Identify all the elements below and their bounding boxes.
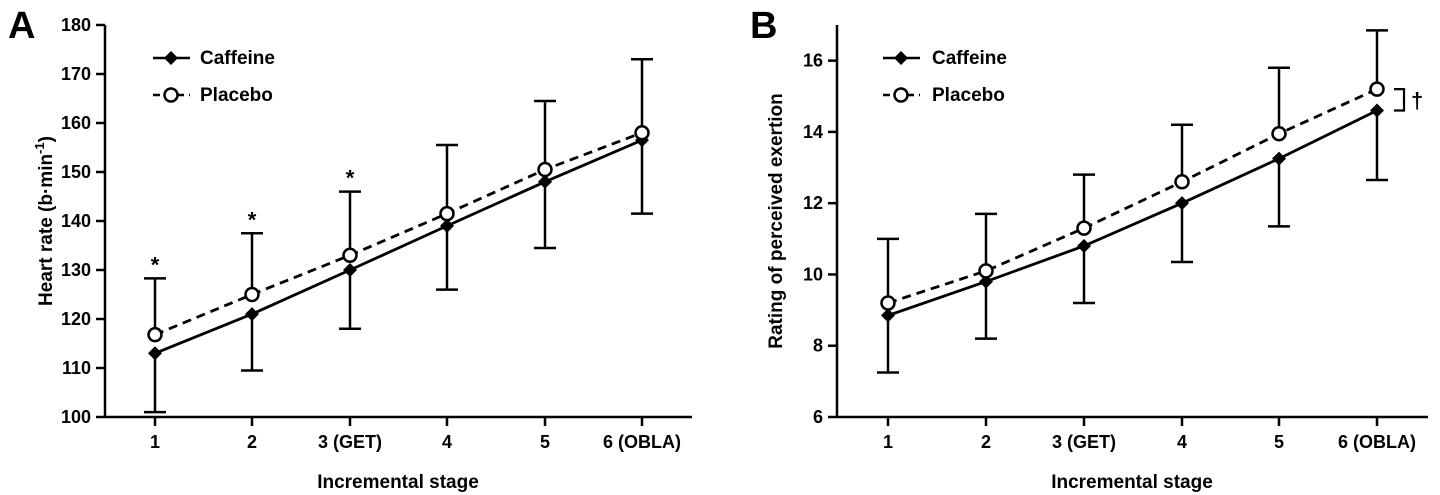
significance-asterisk: * [346, 166, 355, 191]
y-tick-label: 130 [61, 260, 91, 280]
legend-diamond-marker [164, 51, 178, 65]
x-tick-label: 2 [247, 432, 257, 452]
panel-b-error-bars [877, 29, 1388, 374]
panel-a-error-bars [144, 58, 653, 414]
x-tick-label: 3 (GET) [1052, 432, 1116, 452]
panel-b-y-label: Rating of perceived exertion [766, 93, 787, 349]
panel-b-y-ticks: 6 8 10 12 14 16 [803, 51, 837, 427]
panel-a-heart-rate: A 100 110 120 130 140 150 160 170 180 1 2 3 (GET) 4… [8, 5, 692, 493]
panel-b-legend: Caffeine Placebo [883, 48, 1007, 106]
x-tick-label: 4 [442, 432, 452, 452]
y-tick-label: 10 [803, 264, 823, 284]
data-point-caffeine [1272, 151, 1286, 166]
y-tick-label: 150 [61, 162, 91, 182]
panel-a-legend-placebo: Placebo [153, 85, 273, 106]
y-tick-label: 14 [803, 122, 823, 142]
y-tick-label: 160 [61, 113, 91, 133]
significance-asterisk: * [248, 207, 257, 232]
legend-label-placebo: Placebo [200, 85, 273, 106]
panel-a-x-label: Incremental stage [317, 472, 479, 493]
x-tick-label: 4 [1177, 432, 1187, 452]
y-tick-label: 12 [803, 193, 823, 213]
series-line-placebo [154, 131, 643, 336]
legend-label-caffeine: Caffeine [932, 48, 1007, 69]
x-tick-label: 5 [1274, 432, 1284, 452]
series-line-caffeine [887, 109, 1378, 317]
data-point-placebo [147, 326, 163, 343]
panel-b-legend-caffeine: Caffeine [883, 48, 1007, 69]
legend-label-placebo: Placebo [932, 85, 1005, 106]
data-point-placebo [880, 295, 896, 311]
data-point-caffeine [440, 218, 454, 233]
significance-bracket [1394, 88, 1406, 112]
data-point-caffeine [1175, 196, 1189, 211]
x-tick-label: 1 [883, 432, 893, 452]
significance-asterisk: * [151, 252, 160, 277]
data-point-placebo [342, 247, 358, 264]
panel-b-annotations: † [1394, 88, 1423, 113]
panel-b-series-lines [887, 87, 1378, 317]
legend-circle-marker [893, 87, 909, 103]
data-point-caffeine [343, 263, 357, 277]
data-point-caffeine [979, 274, 993, 289]
significance-dagger: † [1411, 88, 1423, 113]
panel-a-x-ticks: 1 2 3 (GET) 4 5 6 (OBLA) [150, 417, 681, 452]
panel-b-x-ticks: 1 2 3 (GET) 4 5 6 (OBLA) [883, 417, 1416, 452]
data-point-placebo [1369, 81, 1385, 97]
x-tick-label: 1 [150, 432, 160, 452]
legend-circle-marker [163, 87, 179, 103]
panel-a-annotations: * * * [151, 166, 355, 278]
data-point-placebo [1174, 174, 1190, 190]
y-tick-label: 16 [803, 51, 823, 71]
panel-b-markers [880, 81, 1385, 323]
data-point-placebo [1076, 220, 1092, 236]
panel-a-y-label: Heart rate (b·min-1) [32, 136, 57, 306]
data-point-caffeine [245, 307, 259, 322]
data-point-caffeine [881, 308, 895, 323]
y-tick-label: 6 [813, 407, 823, 427]
panel-b-legend-placebo: Placebo [883, 85, 1005, 106]
x-tick-label: 6 (OBLA) [603, 432, 681, 452]
series-line-placebo [887, 87, 1378, 305]
y-tick-label: 140 [61, 211, 91, 231]
data-point-placebo [244, 286, 260, 303]
data-point-caffeine [1077, 238, 1091, 253]
y-tick-label: 8 [813, 336, 823, 356]
x-tick-label: 5 [540, 432, 550, 452]
y-tick-label: 100 [61, 407, 91, 427]
panel-a-markers [147, 125, 650, 361]
x-tick-label: 2 [981, 432, 991, 452]
panel-a-legend-caffeine: Caffeine [153, 48, 275, 69]
data-point-caffeine [538, 174, 552, 189]
legend-diamond-marker [894, 51, 908, 65]
panel-a-letter: A [8, 5, 35, 47]
x-tick-label: 3 (GET) [318, 432, 382, 452]
panel-a-series-lines [154, 131, 643, 355]
y-tick-label: 110 [62, 358, 91, 378]
data-point-placebo [439, 205, 455, 222]
x-tick-label: 6 (OBLA) [1338, 432, 1416, 452]
data-point-caffeine [148, 346, 162, 361]
panel-b-x-label: Incremental stage [1051, 472, 1213, 493]
data-point-placebo [537, 161, 553, 178]
data-point-caffeine [1370, 103, 1384, 118]
panel-b-letter: B [750, 5, 777, 47]
data-point-placebo [978, 263, 994, 279]
y-tick-label: 180 [61, 15, 91, 35]
data-point-placebo [1271, 125, 1287, 142]
panel-a-legend: Caffeine Placebo [153, 48, 275, 106]
series-line-caffeine [154, 138, 643, 355]
y-tick-label: 170 [61, 64, 91, 84]
y-tick-label: 120 [61, 309, 91, 329]
data-point-placebo [634, 125, 650, 141]
panel-a-y-ticks: 100 110 120 130 140 150 160 170 180 [61, 15, 105, 427]
legend-label-caffeine: Caffeine [200, 48, 275, 69]
